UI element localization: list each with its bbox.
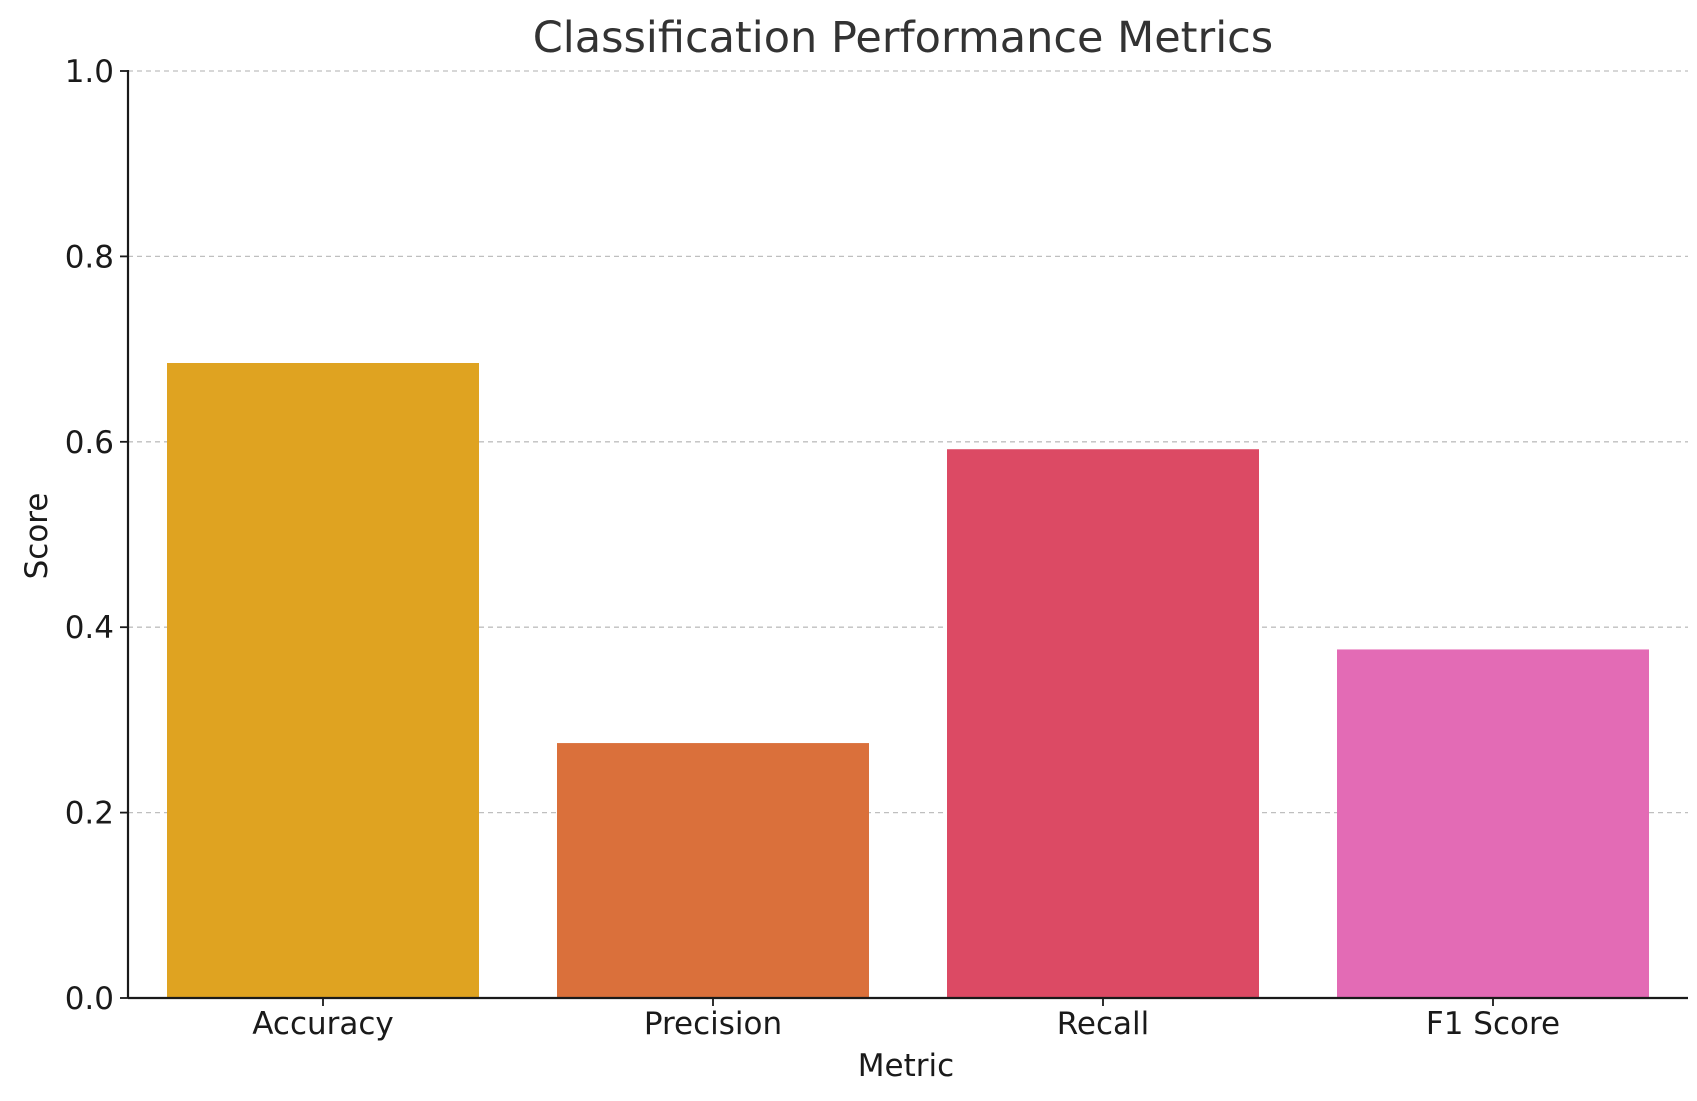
y-axis-title: Score	[19, 493, 55, 580]
x-tick-label: Precision	[644, 1006, 782, 1042]
y-tick-label: 0.6	[65, 425, 114, 461]
tick-layer: 0.0 0.2 0.4 0.6 0.8 1.0 Accuracy Precision Recal…	[65, 54, 1560, 1042]
y-tick-label: 0.4	[65, 610, 114, 646]
y-tick-label: 0.0	[65, 981, 114, 1017]
bar-recall	[947, 449, 1259, 998]
x-tick-label: F1 Score	[1426, 1006, 1560, 1042]
bar-precision	[557, 743, 869, 998]
x-tick-label: Accuracy	[252, 1006, 394, 1042]
x-tick-label: Recall	[1057, 1006, 1150, 1042]
x-axis-title: Metric	[858, 1048, 954, 1084]
y-tick-label: 0.8	[65, 239, 114, 275]
y-tick-label: 0.2	[65, 796, 114, 832]
bar-f1-score	[1337, 649, 1649, 998]
bar-layer	[167, 363, 1649, 998]
y-tick-label: 1.0	[65, 54, 114, 90]
axis-layer	[126, 70, 1688, 1000]
bar-accuracy	[167, 363, 479, 998]
chart-title: Classification Performance Metrics	[533, 13, 1273, 63]
